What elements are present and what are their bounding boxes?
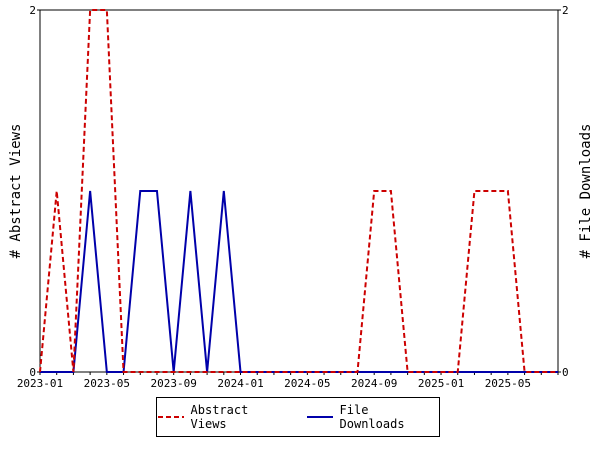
- x-tick-label-2023-01: 2023-01: [17, 377, 63, 390]
- y-left-tick-label-0: 0: [29, 366, 36, 379]
- x-tick-label-2023-05: 2023-05: [84, 377, 130, 390]
- y-axes: 0 2 0 2: [29, 4, 568, 379]
- y-right-tick-label-2: 2: [562, 4, 569, 17]
- legend-label-abstract-views: Abstract Views: [190, 403, 249, 431]
- x-tick-label-2023-09: 2023-09: [150, 377, 196, 390]
- legend: Abstract Views File Downloads: [156, 397, 440, 437]
- x-tick-label-2024-09: 2024-09: [351, 377, 397, 390]
- y-right-tick-label-0: 0: [562, 366, 569, 379]
- legend-swatch-file-downloads: [307, 416, 333, 418]
- series-line-file-downloads: [40, 190, 558, 373]
- legend-item-file-downloads: File Downloads: [306, 403, 439, 431]
- x-axis: 2023-01 2023-05 2023-09 2024-01 2024-05 2024-…: [17, 372, 559, 390]
- y-axis-left-title: # Abstract Views: [8, 124, 24, 259]
- legend-label-file-downloads: File Downloads: [339, 403, 405, 431]
- x-tick-label-2024-05: 2024-05: [284, 377, 330, 390]
- legend-swatch-abstract-views: [158, 416, 184, 418]
- series-line-abstract-views: [39, 9, 558, 373]
- x-tick-label-2025-05: 2025-05: [485, 377, 531, 390]
- x-tick-label-2025-01: 2025-01: [418, 377, 464, 390]
- x-tick-label-2024-01: 2024-01: [217, 377, 263, 390]
- legend-item-abstract-views: Abstract Views: [157, 403, 290, 431]
- y-left-tick-label-2: 2: [29, 4, 36, 17]
- series-layer: [39, 9, 558, 373]
- y-axis-right-title: # File Downloads: [578, 124, 594, 259]
